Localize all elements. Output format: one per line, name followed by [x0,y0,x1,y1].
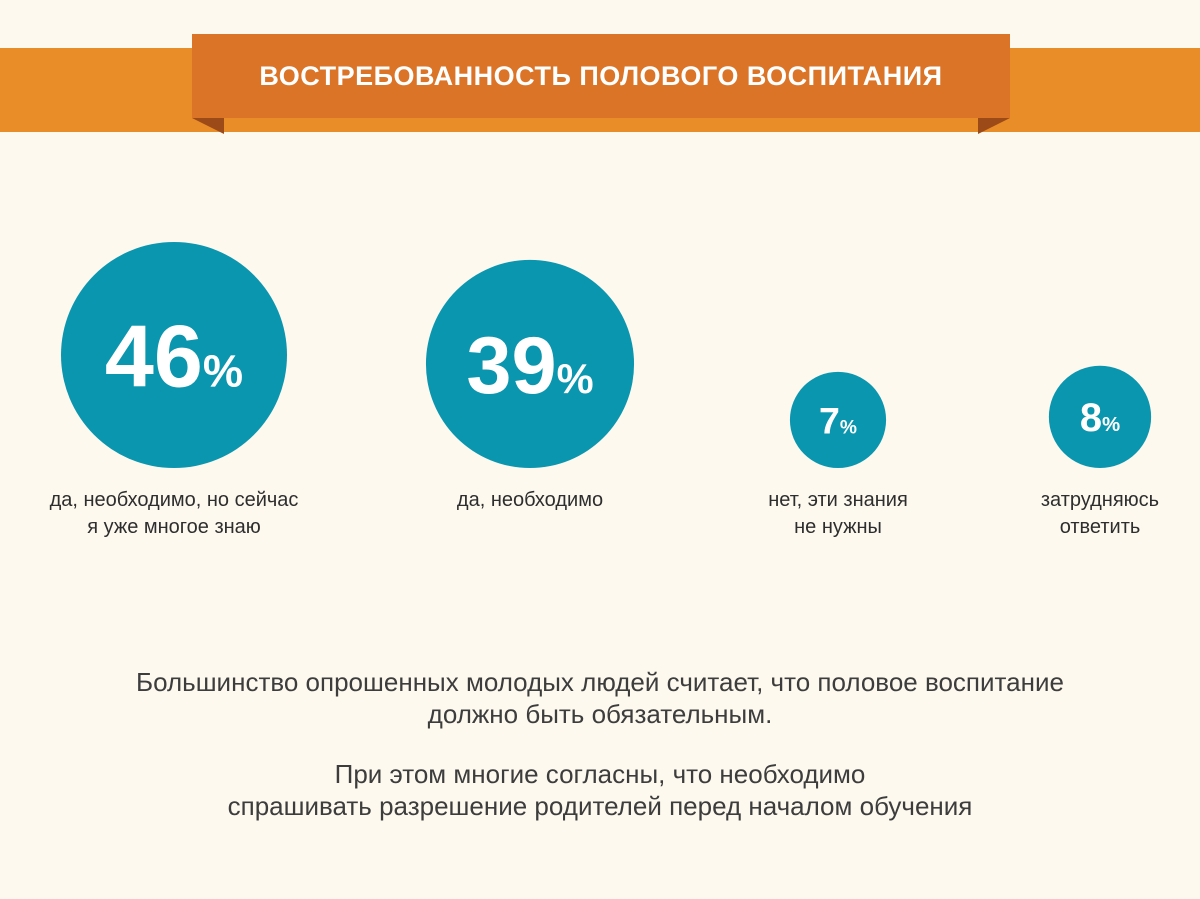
circle-group-1: 39% да, необходимо [425,259,635,511]
page-title: ВОСТРЕБОВАННОСТЬ ПОЛОВОГО ВОСПИТАНИЯ [259,60,943,91]
value-unit-2: % [840,417,857,438]
summary-line-3: При этом многие согласны, что необходимо [334,759,866,789]
value-circle-3 [1048,365,1152,468]
summary-line-2: должно быть обязательным. [427,699,773,729]
value-unit-0: % [203,346,243,397]
value-unit-3: % [1102,413,1120,436]
category-label-0-1: я уже многое знаю [87,516,261,538]
ribbon-fold-right [978,118,1010,134]
value-unit-1: % [557,355,594,402]
value-number-0: 46 [105,307,203,406]
title-ribbon: ВОСТРЕБОВАННОСТЬ ПОЛОВОГО ВОСПИТАНИЯ [192,34,1010,118]
summary-paragraph-1: Большинство опрошенных молодых людей счи… [0,666,1200,730]
circle-group-0: 46% да, необходимо, но сейчас я уже многое… [50,242,299,538]
value-label-2: 7% [819,399,857,441]
value-label-1: 39% [466,321,593,411]
value-label-3: 8% [1080,396,1120,440]
value-number-2: 7 [819,399,840,441]
category-label-2-0: нет, эти знания [768,489,908,511]
category-label-3-0: затрудняюсь [1041,489,1159,511]
category-label-0-0: да, необходимо, но сейчас [50,489,299,511]
value-circle-2 [789,371,887,468]
category-label-1-0: да, необходимо [457,489,603,511]
value-circle-0 [61,242,287,468]
category-label-3-1: ответить [1060,516,1141,538]
circle-group-3: 8% затрудняюсь ответить [1041,365,1159,538]
summary-line-4: спрашивать разрешение родителей перед на… [227,791,973,821]
value-label-0: 46% [105,307,243,406]
summary-line-1: Большинство опрошенных молодых людей счи… [136,667,1064,697]
value-number-3: 8 [1080,396,1102,440]
ribbon-fold-left [192,118,224,134]
circle-group-2: 7% нет, эти знания не нужны [768,371,908,538]
survey-chart: 46% да, необходимо, но сейчас я уже многое… [50,242,1159,538]
value-circle-1 [425,259,635,468]
category-label-2-1: не нужны [794,516,882,538]
value-number-1: 39 [466,321,556,411]
summary-paragraph-2: При этом многие согласны, что необходимо… [0,758,1200,822]
